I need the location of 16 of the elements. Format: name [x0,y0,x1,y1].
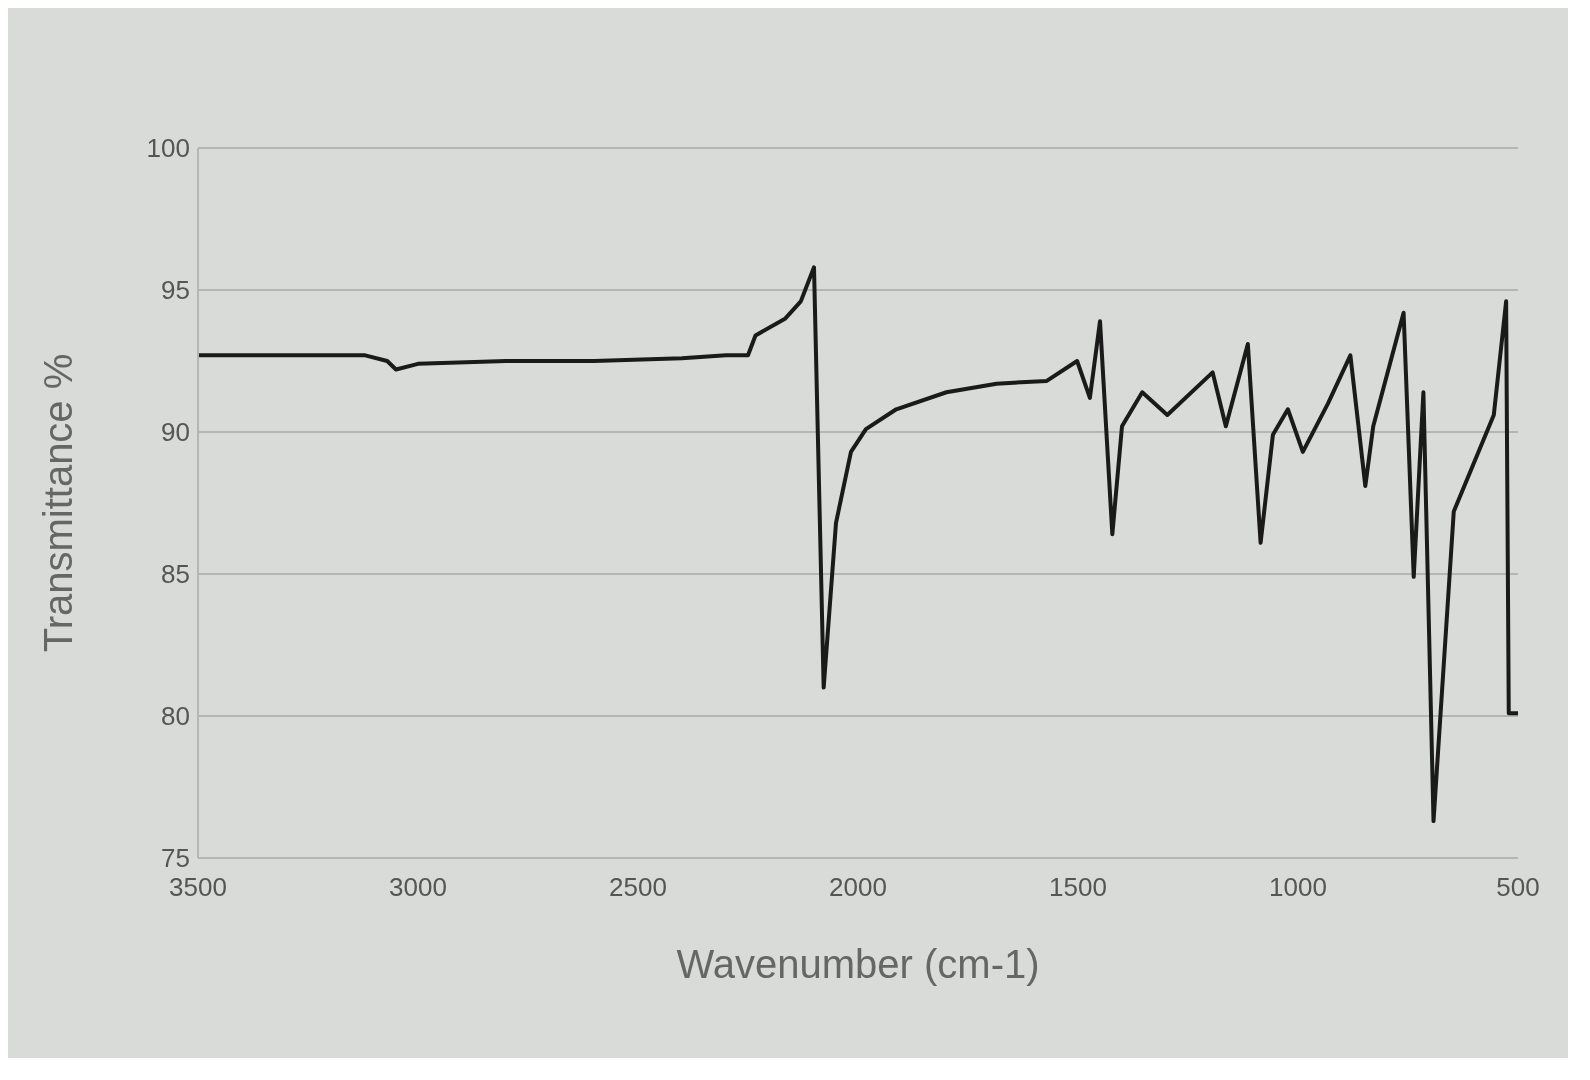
y-tick-label: 80 [161,701,190,732]
y-tick-label: 85 [161,559,190,590]
x-tick-label: 2000 [829,872,887,903]
x-tick-label: 500 [1496,872,1540,903]
x-tick-label: 3000 [389,872,447,903]
y-tick-label: 95 [161,275,190,306]
x-axis-title: Wavenumber (cm-1) [676,942,1040,986]
y-tick-label: 90 [161,417,190,448]
x-tick-label: 1000 [1269,872,1327,903]
x-tick-label: 2500 [609,872,667,903]
line-series [198,265,1518,824]
x-tick-label: 1500 [1049,872,1107,903]
y-tick-label: 75 [161,843,190,874]
y-axis-title: Transmittance % [36,353,81,653]
y-tick-label: 100 [146,133,190,164]
x-tick-label: 3500 [169,872,227,903]
